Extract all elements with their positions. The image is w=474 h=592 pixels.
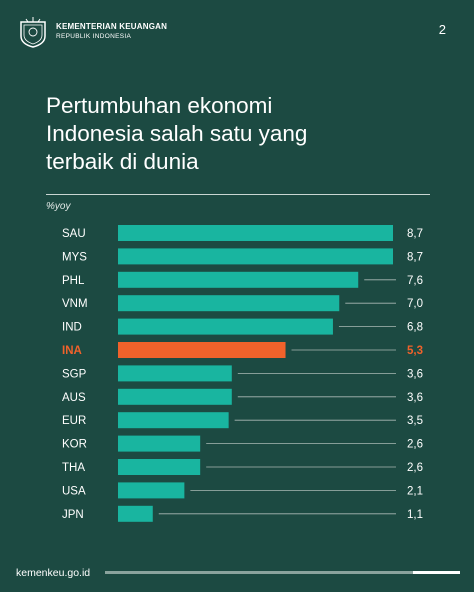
value-label: 3,6 <box>407 368 423 380</box>
bar-sau <box>118 225 393 241</box>
title-divider <box>46 194 430 195</box>
page-number: 2 <box>438 22 446 37</box>
value-label: 2,1 <box>407 485 423 497</box>
bar-aus <box>118 388 232 405</box>
category-label: EUR <box>62 415 86 427</box>
bar-vnm <box>118 295 340 312</box>
value-label: 2,6 <box>407 462 423 474</box>
org-subtitle: REPUBLIK INDONESIA <box>56 32 132 40</box>
category-label: VNM <box>62 298 88 310</box>
value-label: 8,7 <box>407 251 423 263</box>
value-label: 8,7 <box>407 228 423 240</box>
page-title: Pertumbuhan ekonomi Indonesia salah satu… <box>46 92 446 176</box>
category-label: MYS <box>62 251 87 263</box>
category-label: JPN <box>62 509 84 521</box>
unit-label: %yoy <box>46 201 71 212</box>
bar-phl <box>118 271 359 288</box>
bar-eur <box>118 412 229 429</box>
title-line: Indonesia salah satu yang <box>46 121 308 146</box>
footer-progress-accent <box>413 571 460 574</box>
title-line: terbaik di dunia <box>46 149 199 174</box>
category-label: THA <box>62 462 85 474</box>
title-line: Pertumbuhan ekonomi <box>46 93 273 118</box>
category-label: KOR <box>62 439 87 451</box>
category-label: INA <box>62 345 82 357</box>
bar-chart: SAU 8,7 MYS 8,7 PHL 7,6 VNM 7,0 IND 6,8 INA 5,3 SGP 3… <box>62 225 423 522</box>
category-label: SAU <box>62 228 86 240</box>
bar-usa <box>118 482 185 499</box>
bar-jpn <box>118 505 153 522</box>
value-label: 3,5 <box>407 415 423 427</box>
bar-ind <box>118 318 333 335</box>
value-label: 7,0 <box>407 298 423 310</box>
bar-kor <box>118 435 201 452</box>
value-label: 5,3 <box>407 345 423 357</box>
bar-tha <box>118 459 201 475</box>
value-label: 1,1 <box>407 509 423 521</box>
category-label: IND <box>62 322 82 334</box>
org-name: KEMENTERIAN KEUANGAN <box>56 21 168 31</box>
header: KEMENTERIAN KEUANGAN REPUBLIK INDONESIA <box>16 14 167 48</box>
value-label: 2,6 <box>407 439 423 451</box>
bar-ina <box>118 342 286 358</box>
value-label: 3,6 <box>407 392 423 404</box>
footer-progress-track <box>105 571 413 574</box>
bar-sgp <box>118 365 232 382</box>
ministry-logo-icon <box>20 17 46 48</box>
footer-url: kemenkeu.go.id <box>16 567 91 579</box>
category-label: PHL <box>62 275 85 287</box>
bar-mys <box>118 248 393 265</box>
category-label: AUS <box>62 392 86 404</box>
value-label: 6,8 <box>407 322 423 334</box>
category-label: SGP <box>62 368 87 380</box>
category-label: USA <box>62 485 86 497</box>
value-label: 7,6 <box>407 275 423 287</box>
